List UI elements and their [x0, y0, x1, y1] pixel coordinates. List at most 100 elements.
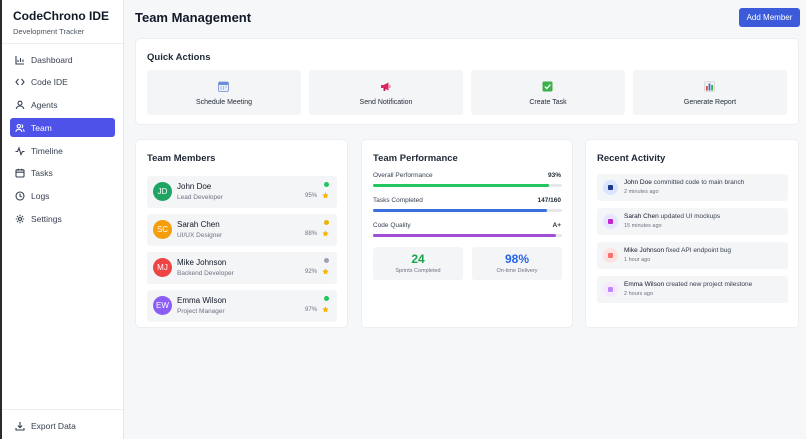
- activity-text: Sarah Chen updated UI mockups: [624, 213, 720, 220]
- tasks-completed-label: Tasks Completed: [373, 197, 423, 204]
- brand-title: CodeChrono IDE: [13, 9, 109, 23]
- activity-user: John Doe: [624, 179, 652, 186]
- activity-item[interactable]: Mike Johnson fixed API endpoint bug 1 hou…: [597, 242, 788, 269]
- code-icon: [603, 180, 618, 195]
- timeline-icon: [15, 146, 25, 156]
- member-role: Project Manager: [177, 308, 225, 315]
- sidebar-item-label: Timeline: [31, 145, 63, 156]
- sidebar-footer: Export Data: [2, 409, 123, 439]
- activity-text: Emma Wilson created new project mileston…: [624, 281, 752, 288]
- on-time-delivery-stat: 98% On-time Delivery: [472, 247, 562, 280]
- create-task-button[interactable]: Create Task: [471, 70, 625, 115]
- overall-performance-bar: [373, 184, 562, 187]
- team-icon: [15, 123, 25, 132]
- activity-text: Mike Johnson fixed API endpoint bug: [624, 247, 731, 254]
- avatar: MJ: [153, 258, 172, 277]
- status-indicator: [324, 258, 329, 263]
- team-members-title: Team Members: [147, 153, 216, 164]
- brand: CodeChrono IDE Development Tracker: [2, 0, 123, 44]
- team-member-row[interactable]: EW Emma Wilson Project Manager 97%: [147, 290, 337, 322]
- clock-icon: [15, 191, 25, 201]
- export-data-button[interactable]: Export Data: [10, 416, 115, 435]
- generate-report-label: Generate Report: [683, 99, 737, 106]
- code-icon: [15, 78, 25, 86]
- sidebar-item-label: Logs: [31, 191, 50, 202]
- overall-performance-value: 93%: [547, 172, 561, 179]
- team-performance-title: Team Performance: [373, 153, 458, 164]
- activity-user: Emma Wilson: [624, 281, 665, 288]
- sidebar-item-team[interactable]: Team: [10, 118, 115, 138]
- on-time-delivery-value: 98%: [504, 252, 530, 266]
- sidebar-item-settings[interactable]: Settings: [10, 210, 115, 229]
- team-member-row[interactable]: MJ Mike Johnson Backend Developer 92%: [147, 252, 337, 284]
- sidebar: CodeChrono IDE Development Tracker Dashb…: [2, 0, 124, 439]
- code-quality-value: A+: [552, 222, 562, 229]
- sidebar-item-tasks[interactable]: Tasks: [10, 164, 115, 183]
- member-name: Sarah Chen: [177, 220, 220, 229]
- star-icon: [322, 230, 329, 237]
- activity-time: 2 hours ago: [624, 291, 654, 297]
- star-icon: [322, 268, 329, 275]
- sidebar-item-label: Tasks: [31, 168, 53, 179]
- sprints-completed-value: 24: [411, 252, 425, 266]
- send-notification-label: Send Notification: [359, 99, 413, 106]
- sidebar-item-logs[interactable]: Logs: [10, 187, 115, 206]
- sidebar-item-agents[interactable]: Agents: [10, 96, 115, 115]
- calendar-icon: [218, 81, 229, 92]
- checkbox-icon: [542, 81, 553, 92]
- create-task-label: Create Task: [529, 99, 567, 106]
- bug-icon: [603, 248, 618, 263]
- sidebar-item-timeline[interactable]: Timeline: [10, 141, 115, 160]
- send-notification-button[interactable]: Send Notification: [309, 70, 463, 115]
- avatar: SC: [153, 220, 172, 239]
- activity-action: committed code to main branch: [653, 179, 745, 186]
- export-data-label: Export Data: [31, 420, 76, 431]
- calendar-icon: [15, 169, 25, 179]
- megaphone-icon: [381, 82, 391, 91]
- page-title: Team Management: [135, 10, 252, 25]
- sidebar-item-label: Settings: [31, 214, 62, 225]
- code-quality-label: Code Quality: [373, 222, 411, 229]
- tasks-completed-bar: [373, 209, 562, 212]
- member-role: Backend Developer: [177, 270, 234, 277]
- dashboard-icon: [15, 55, 24, 65]
- activity-item[interactable]: Emma Wilson created new project mileston…: [597, 276, 788, 303]
- star-icon: [322, 306, 329, 313]
- activity-time: 2 minutes ago: [624, 189, 659, 195]
- activity-action: fixed API endpoint bug: [665, 247, 731, 254]
- avatar: JD: [153, 182, 172, 201]
- add-member-button[interactable]: Add Member: [739, 8, 800, 27]
- main-content: Team Management Add Member Quick Actions…: [124, 0, 806, 439]
- sprints-completed-stat: 24 Sprints Completed: [373, 247, 463, 280]
- generate-report-button[interactable]: Generate Report: [633, 70, 787, 115]
- recent-activity-title: Recent Activity: [597, 153, 666, 164]
- sidebar-item-label: Dashboard: [31, 54, 73, 65]
- team-member-row[interactable]: SC Sarah Chen UI/UX Designer 88%: [147, 214, 337, 246]
- tasks-completed-value: 147/160: [537, 197, 562, 204]
- member-name: Emma Wilson: [177, 296, 227, 305]
- member-role: UI/UX Designer: [177, 232, 223, 239]
- sidebar-item-code-ide[interactable]: Code IDE: [10, 73, 115, 92]
- activity-user: Mike Johnson: [624, 247, 665, 254]
- team-performance-card: Team Performance Overall Performance 93%…: [361, 139, 573, 328]
- avatar: EW: [153, 296, 172, 315]
- gear-icon: [15, 214, 25, 224]
- sidebar-item-label: Team: [31, 122, 52, 133]
- team-member-row[interactable]: JD John Doe Lead Developer 95%: [147, 176, 337, 208]
- sidebar-item-label: Agents: [31, 100, 58, 111]
- agents-icon: [15, 100, 25, 110]
- member-score: 88%: [305, 231, 318, 237]
- activity-text: John Doe committed code to main branch: [624, 179, 744, 186]
- activity-item[interactable]: Sarah Chen updated UI mockups 15 minutes …: [597, 208, 788, 235]
- quick-actions-card: Quick Actions Schedule Meeting Send Noti…: [135, 38, 799, 125]
- schedule-meeting-button[interactable]: Schedule Meeting: [147, 70, 301, 115]
- brand-subtitle: Development Tracker: [13, 27, 85, 36]
- activity-user: Sarah Chen: [624, 213, 659, 220]
- sidebar-item-dashboard[interactable]: Dashboard: [10, 50, 115, 69]
- activity-item[interactable]: John Doe committed code to main branch 2 …: [597, 174, 788, 201]
- member-score: 97%: [305, 307, 318, 313]
- member-role: Lead Developer: [177, 194, 223, 201]
- activity-action: updated UI mockups: [660, 213, 721, 220]
- star-icon: [322, 192, 329, 199]
- status-indicator: [324, 296, 329, 301]
